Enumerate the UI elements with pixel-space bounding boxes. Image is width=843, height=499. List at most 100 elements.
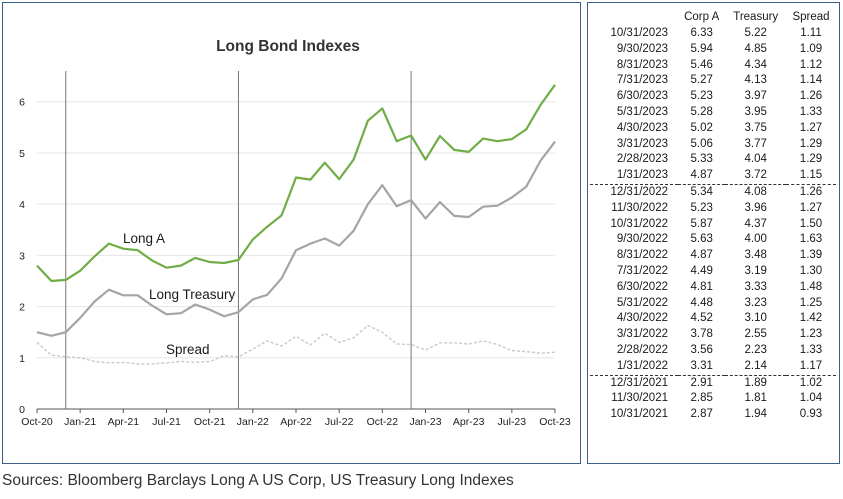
source-note: Sources: Bloomberg Barclays Long A US Co… bbox=[2, 472, 514, 489]
y-tick-label: 0 bbox=[19, 404, 25, 416]
table-header-cell: Treasury bbox=[733, 10, 779, 23]
table-value-cell: 1.33 bbox=[799, 343, 823, 356]
x-tick-label: Oct-23 bbox=[539, 416, 571, 428]
table-value-cell: 1.27 bbox=[799, 201, 823, 214]
x-tick-label: Jan-22 bbox=[237, 416, 269, 428]
chart-title: Long Bond Indexes bbox=[216, 38, 360, 55]
table-value-cell: 2.23 bbox=[744, 343, 767, 356]
table-row: 9/30/2023 5.94 4.85 1.09 bbox=[590, 42, 836, 58]
series-label-long-treasury: Long Treasury bbox=[149, 287, 236, 302]
x-tick-label: Apr-23 bbox=[453, 416, 485, 428]
series-line-long-a bbox=[36, 84, 556, 283]
table-row: 2/28/2023 5.33 4.04 1.29 bbox=[590, 152, 836, 168]
table-date-cell: 9/30/2023 bbox=[616, 42, 668, 55]
table-value-cell: 4.85 bbox=[744, 42, 767, 55]
table-row: 4/30/2023 5.02 3.75 1.27 bbox=[590, 121, 836, 137]
series-label-long-a: Long A bbox=[123, 231, 165, 246]
table-value-cell: 4.87 bbox=[690, 169, 713, 182]
table-value-cell: 5.02 bbox=[690, 121, 713, 134]
table-header-cell bbox=[590, 7, 678, 26]
table-row: 3/31/2022 3.78 2.55 1.23 bbox=[590, 327, 836, 343]
series-line-spread bbox=[36, 324, 556, 365]
table-value-cell: 1.50 bbox=[799, 217, 823, 230]
table-value-cell: 1.29 bbox=[799, 153, 823, 166]
table-value-cell: 3.23 bbox=[744, 296, 767, 309]
x-tick-label: Oct-20 bbox=[21, 416, 53, 428]
table-value-cell: 1.42 bbox=[799, 312, 823, 325]
table-date-cell: 8/31/2022 bbox=[616, 249, 668, 262]
table-row: 11/30/2021 2.85 1.81 1.04 bbox=[590, 391, 836, 407]
table-value-cell: 1.23 bbox=[799, 328, 823, 341]
table-value-cell: 3.75 bbox=[744, 121, 767, 134]
table-value-cell: 2.14 bbox=[744, 359, 767, 372]
table-value-cell: 3.31 bbox=[690, 359, 713, 372]
table-date-cell: 10/31/2022 bbox=[610, 217, 668, 230]
table-date-cell: 10/31/2023 bbox=[610, 27, 668, 39]
chart-panel: Long Bond Indexes 0 1 2 3 4 5 6 Oct-20 Jan-21 Apr-… bbox=[2, 2, 581, 464]
table-value-cell: 3.95 bbox=[744, 105, 767, 118]
table-value-cell: 1.48 bbox=[799, 280, 823, 293]
table-value-cell: 1.89 bbox=[725, 374, 786, 392]
y-tick-label: 6 bbox=[19, 97, 25, 109]
table-value-cell: 1.29 bbox=[799, 137, 823, 150]
table-value-cell: 3.48 bbox=[744, 249, 767, 262]
table-value-cell: 3.72 bbox=[744, 169, 767, 182]
table-value-cell: 5.94 bbox=[690, 42, 713, 55]
table-value-cell: 1.26 bbox=[785, 183, 836, 201]
table-value-cell: 5.33 bbox=[690, 153, 713, 166]
table-header-cell: Corp A bbox=[684, 10, 720, 23]
table-value-cell: 3.10 bbox=[744, 312, 767, 325]
table-row: 8/31/2022 4.87 3.48 1.39 bbox=[590, 248, 836, 264]
table-value-cell: 4.81 bbox=[690, 280, 713, 293]
x-tick-label: Jul-21 bbox=[152, 416, 181, 428]
line-chart: Long Bond Indexes 0 1 2 3 4 5 6 Oct-20 Jan-21 Apr-… bbox=[19, 38, 571, 428]
table-value-cell: 4.52 bbox=[690, 312, 713, 325]
table-date-cell: 12/31/2021 bbox=[590, 374, 678, 392]
table-value-cell: 1.11 bbox=[800, 27, 822, 39]
table-date-cell: 10/31/2021 bbox=[610, 408, 668, 421]
table-value-cell: 5.27 bbox=[690, 74, 713, 87]
table-value-cell: 6.33 bbox=[690, 27, 713, 39]
table-value-cell: 2.85 bbox=[690, 392, 713, 405]
table-date-cell: 4/30/2022 bbox=[616, 312, 668, 325]
table-value-cell: 4.00 bbox=[744, 233, 767, 246]
table-date-cell: 5/31/2023 bbox=[616, 105, 668, 118]
table-value-cell: 5.34 bbox=[678, 183, 726, 201]
table-value-cell: 1.17 bbox=[799, 359, 823, 372]
table-row: 8/31/2023 5.46 4.34 1.12 bbox=[590, 58, 836, 74]
table-value-cell: 4.34 bbox=[744, 58, 767, 71]
table-date-cell: 4/30/2023 bbox=[616, 121, 668, 134]
table-value-cell: 1.33 bbox=[799, 105, 823, 118]
table-value-cell: 1.12 bbox=[799, 58, 823, 71]
table-value-cell: 1.30 bbox=[799, 264, 823, 277]
table-row: 1/31/2022 3.31 2.14 1.17 bbox=[590, 359, 836, 375]
table-value-cell: 1.09 bbox=[799, 42, 823, 55]
table-date-cell: 1/31/2022 bbox=[616, 359, 668, 372]
table-value-cell: 2.91 bbox=[678, 374, 726, 392]
table-date-cell: 6/30/2022 bbox=[616, 280, 668, 293]
x-tick-label: Oct-21 bbox=[194, 416, 226, 428]
table-value-cell: 3.19 bbox=[744, 264, 767, 277]
x-tick-label: Jul-23 bbox=[498, 416, 527, 428]
table-header-cell: Spread bbox=[792, 10, 830, 23]
table-value-cell: 5.63 bbox=[690, 233, 713, 246]
table-date-cell: 2/28/2022 bbox=[616, 343, 668, 356]
table-date-cell: 1/31/2023 bbox=[616, 169, 668, 182]
table-date-cell: 11/30/2022 bbox=[611, 201, 668, 214]
table-date-cell: 11/30/2021 bbox=[611, 392, 668, 405]
table-value-cell: 5.87 bbox=[690, 217, 713, 230]
table-row: 5/31/2023 5.28 3.95 1.33 bbox=[590, 105, 836, 121]
table-value-cell: 1.04 bbox=[799, 392, 823, 405]
x-tick-label: Jan-23 bbox=[409, 416, 441, 428]
table-date-cell: 12/31/2022 bbox=[590, 183, 678, 201]
table-date-cell: 7/31/2022 bbox=[616, 264, 668, 277]
table-date-cell: 9/30/2022 bbox=[616, 233, 668, 246]
table-value-cell: 3.97 bbox=[744, 90, 767, 103]
table-value-cell: 5.23 bbox=[690, 201, 713, 214]
table-value-cell: 3.56 bbox=[690, 343, 713, 356]
table-row: 10/31/2023 6.33 5.22 1.11 bbox=[590, 26, 836, 42]
table-value-cell: 4.13 bbox=[744, 74, 767, 87]
table-value-cell: 4.87 bbox=[690, 249, 713, 262]
table-value-cell: 5.06 bbox=[690, 137, 713, 150]
table-row: 2/28/2022 3.56 2.23 1.33 bbox=[590, 343, 836, 359]
